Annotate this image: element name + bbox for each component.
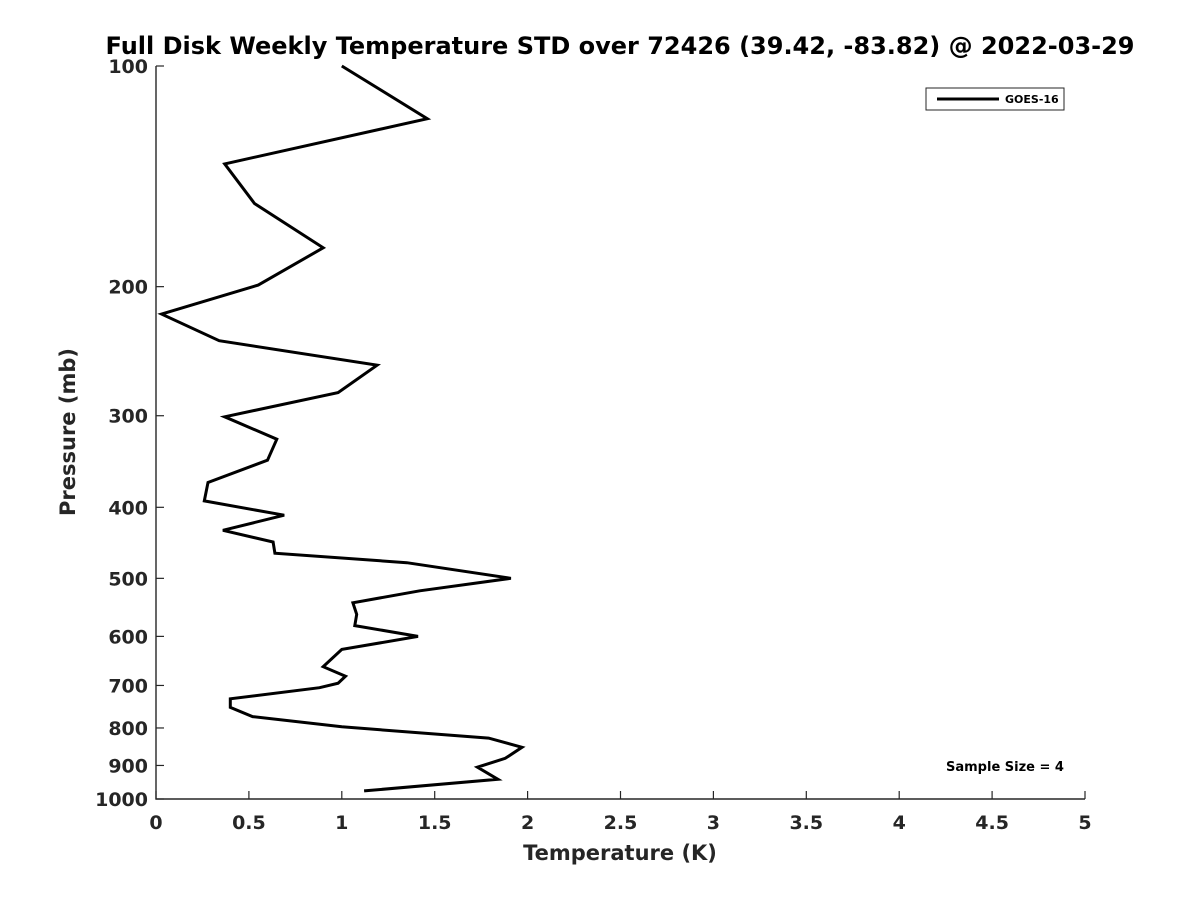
x-tick-label: 0.5 [232,812,266,834]
legend-entry-goes-16: GOES-16 [1005,93,1059,106]
y-axis-label: Pressure (mb) [56,348,80,516]
x-tick-label: 0 [149,812,162,834]
x-axis-ticks: 0 0.5 1 1.5 2 2.5 3 3.5 4 4.5 5 [149,791,1092,834]
y-tick-label: 200 [108,277,148,299]
y-axis-ticks: 100 200 300 400 500 600 700 800 900 1000 [95,56,164,811]
y-tick-label: 900 [108,755,148,777]
x-tick-label: 4 [893,812,906,834]
x-tick-label: 1.5 [418,812,452,834]
x-tick-label: 2.5 [604,812,638,834]
sample-size-annotation: Sample Size = 4 [946,760,1064,775]
y-tick-label: 700 [108,675,148,697]
x-axis-label: Temperature (K) [523,841,717,865]
x-tick-label: 3.5 [789,812,823,834]
y-tick-label: 300 [108,406,148,428]
series-layer [157,64,526,793]
plot-area: 0 0.5 1 1.5 2 2.5 3 3.5 4 4.5 5 100 200 300 400 500 600… [95,56,1092,834]
y-tick-label: 400 [108,497,148,519]
legend: GOES-16 [925,87,1065,111]
y-tick-label: 600 [108,626,148,648]
x-tick-label: 4.5 [975,812,1009,834]
series-line-goes-16 [157,64,526,793]
y-tick-label: 500 [108,568,148,590]
x-tick-label: 3 [707,812,720,834]
x-tick-label: 5 [1078,812,1091,834]
y-tick-label: 1000 [95,789,148,811]
y-tick-label: 800 [108,718,148,740]
chart-title: Full Disk Weekly Temperature STD over 72… [106,32,1135,60]
x-tick-label: 1 [335,812,348,834]
y-tick-label: 100 [108,56,148,78]
x-tick-label: 2 [521,812,534,834]
